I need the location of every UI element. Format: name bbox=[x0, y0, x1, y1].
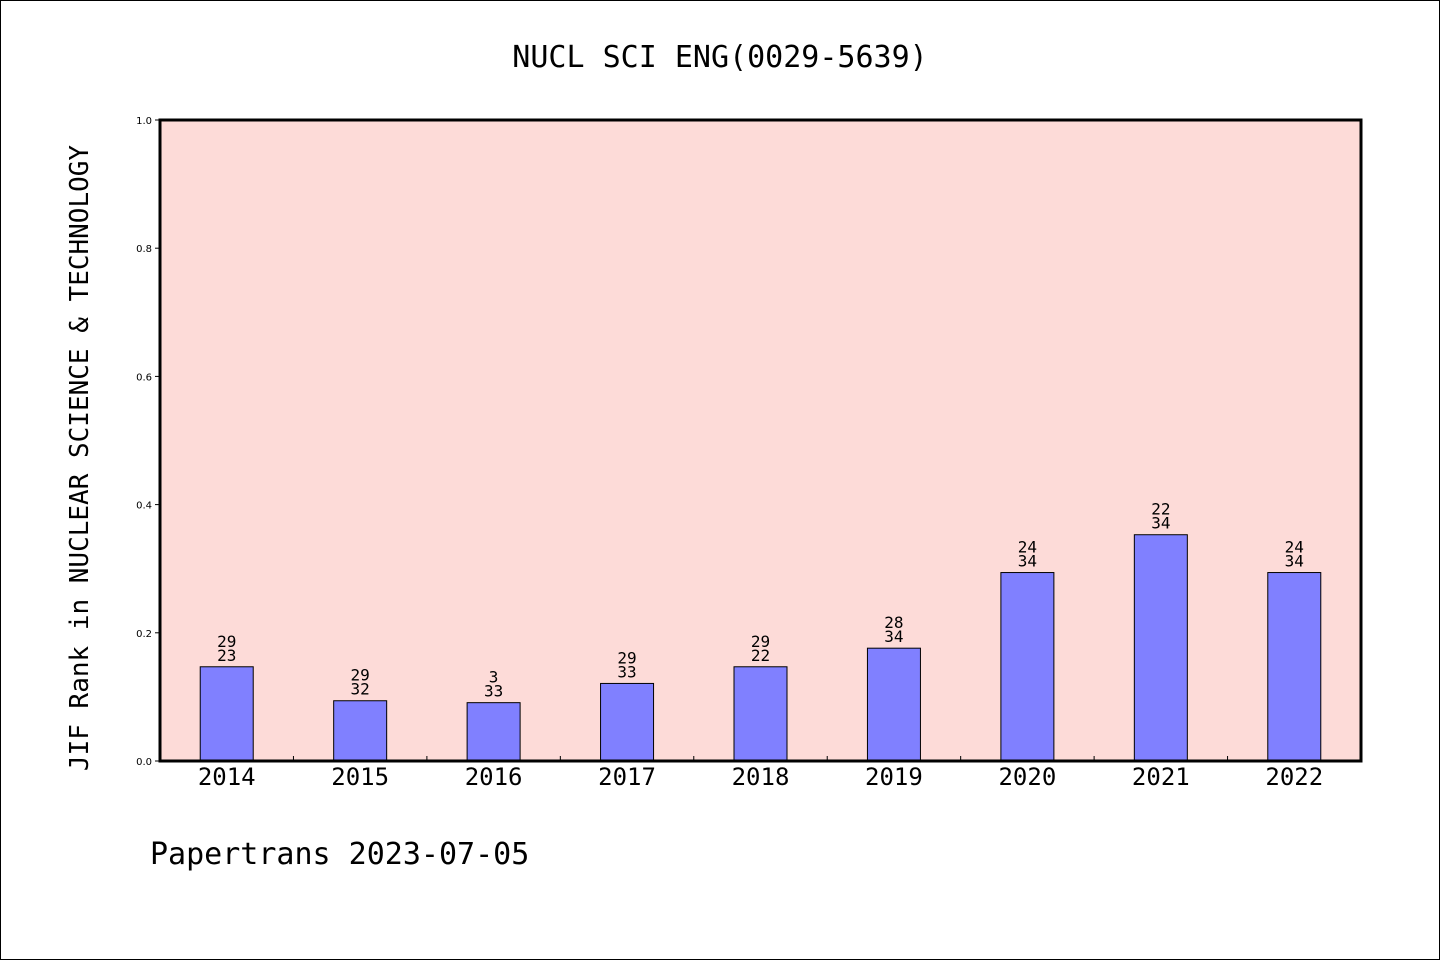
chart-title: NUCL SCI ENG(0029-5639) bbox=[512, 40, 927, 75]
bar bbox=[1000, 572, 1055, 762]
bar-label-top: 22 bbox=[1151, 500, 1170, 519]
bar-label-bottom: 22 bbox=[751, 646, 770, 665]
x-tick-label: 2020 bbox=[998, 763, 1056, 791]
x-tick-label: 2016 bbox=[465, 763, 523, 791]
bar bbox=[1133, 534, 1188, 762]
bar-label-bottom: 34 bbox=[884, 627, 903, 646]
y-axis-label: JIF Rank in NUCLEAR SCIENCE & TECHNOLOGY bbox=[65, 145, 95, 771]
bar-label-top: 29 bbox=[751, 632, 770, 651]
bar bbox=[733, 666, 788, 762]
y-axis-ticks: 0.0 0.2 0.4 0.6 0.8 1.0 bbox=[136, 116, 160, 768]
bar-label-bottom: 34 bbox=[1018, 552, 1037, 571]
bar bbox=[866, 647, 921, 762]
footer-text: Papertrans 2023-07-05 bbox=[150, 837, 529, 872]
bar bbox=[199, 666, 254, 762]
bar-label-top: 24 bbox=[1285, 538, 1304, 557]
x-tick-label: 2019 bbox=[865, 763, 923, 791]
bar-label-bottom: 23 bbox=[217, 646, 236, 665]
y-tick-label: 0.0 bbox=[136, 757, 152, 768]
x-tick-label: 2021 bbox=[1132, 763, 1190, 791]
x-axis-ticks: 2014 2015 2016 2017 2018 2019 2020 2021 2022 bbox=[198, 756, 1323, 791]
bar-label-bottom: 34 bbox=[1151, 514, 1170, 533]
x-tick-label: 2017 bbox=[598, 763, 656, 791]
x-tick-label: 2015 bbox=[331, 763, 389, 791]
bar-label-bottom: 33 bbox=[617, 662, 636, 681]
x-tick-label: 2018 bbox=[732, 763, 790, 791]
x-tick-label: 2014 bbox=[198, 763, 256, 791]
plot-border bbox=[158, 118, 1363, 763]
bar-label-top: 28 bbox=[884, 613, 903, 632]
bar-label-top: 24 bbox=[1018, 538, 1037, 557]
bar-label-top: 29 bbox=[351, 666, 370, 685]
bars bbox=[199, 534, 1322, 762]
y-tick-label: 0.2 bbox=[136, 629, 152, 640]
y-tick-label: 0.6 bbox=[136, 372, 152, 383]
y-tick-label: 0.8 bbox=[136, 244, 152, 255]
bar bbox=[466, 702, 521, 762]
bar bbox=[1267, 572, 1322, 762]
bar-label-bottom: 32 bbox=[351, 680, 370, 699]
bar-label-top: 3 bbox=[489, 668, 499, 687]
bar bbox=[600, 682, 655, 762]
bar-label-bottom: 34 bbox=[1285, 552, 1304, 571]
y-tick-label: 0.4 bbox=[136, 501, 152, 512]
y-tick-label: 1.0 bbox=[136, 116, 152, 127]
bar bbox=[333, 700, 388, 762]
bar-label-bottom: 33 bbox=[484, 682, 503, 701]
bar-label-top: 29 bbox=[617, 648, 636, 667]
x-tick-label: 2022 bbox=[1265, 763, 1323, 791]
bar-label-top: 29 bbox=[217, 632, 236, 651]
